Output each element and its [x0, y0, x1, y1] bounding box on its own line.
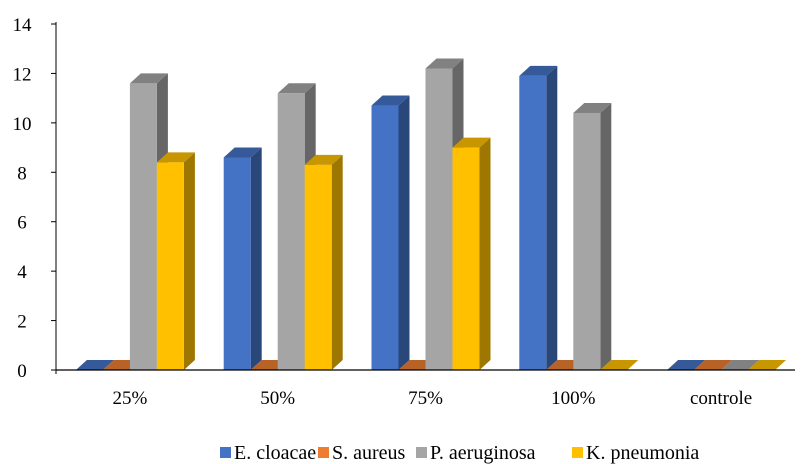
bar — [573, 102, 612, 370]
bar-front — [129, 83, 157, 371]
bar-top — [371, 95, 410, 106]
bar — [452, 137, 491, 370]
bar-front — [573, 112, 601, 370]
legend: E. cloacae S. aureus P. aeruginosa K. pneum… — [220, 442, 699, 464]
legend-item: P. aeruginosa — [416, 442, 536, 464]
legend-swatch — [572, 447, 583, 458]
legend-item: K. pneumonia — [572, 442, 699, 464]
bar-front — [304, 164, 332, 370]
bar-front — [223, 157, 251, 370]
bar-top — [452, 137, 491, 148]
bar-side — [183, 152, 195, 370]
x-tick-label: 50% — [260, 388, 295, 409]
bar — [371, 95, 410, 371]
bar-front — [425, 68, 453, 370]
bars — [75, 58, 787, 371]
bar — [600, 360, 639, 370]
bar-top — [694, 360, 733, 370]
legend-label: P. aeruginosa — [430, 442, 536, 464]
bar — [156, 152, 195, 370]
bar-top — [721, 360, 760, 370]
bar-front — [452, 147, 480, 370]
bar-top — [75, 360, 114, 370]
bar-top — [748, 360, 787, 370]
bar-front — [371, 105, 399, 371]
y-tick-label: 6 — [17, 213, 27, 234]
y-tick-label: 10 — [13, 114, 32, 135]
legend-label: E. cloacae — [234, 442, 316, 464]
bar-front — [156, 162, 184, 370]
x-axis: 25% 50% 75% 100% controle — [56, 369, 795, 409]
bar-top — [600, 360, 639, 370]
bar-top — [277, 83, 316, 94]
legend-swatch — [416, 447, 427, 458]
bar-top — [223, 147, 262, 158]
bar-top — [519, 65, 558, 76]
bar-side — [398, 95, 410, 371]
y-tick-label: 0 — [17, 361, 27, 382]
bar — [667, 360, 706, 370]
x-tick-label: 25% — [112, 388, 147, 409]
y-tick-label: 2 — [17, 312, 27, 333]
bar-side — [600, 102, 612, 370]
y-tick-label: 8 — [17, 163, 27, 184]
bar-side — [479, 137, 491, 370]
bar — [75, 360, 114, 370]
y-tick-label: 4 — [17, 262, 27, 283]
legend-item: S. aureus — [318, 442, 406, 464]
bar-top — [304, 154, 343, 165]
x-tick-label: 100% — [551, 388, 596, 409]
bar — [748, 360, 787, 370]
bar — [519, 65, 558, 371]
y-tick-label: 14 — [13, 15, 33, 36]
y-axis: 0 2 4 6 8 10 12 14 — [13, 15, 57, 382]
legend-label: K. pneumonia — [586, 442, 699, 464]
bar-top — [425, 58, 464, 69]
legend-label: S. aureus — [332, 442, 406, 464]
bar — [304, 154, 343, 370]
bar-top — [573, 102, 612, 113]
y-tick-label: 12 — [13, 64, 32, 85]
bar — [694, 360, 733, 370]
bar-front — [277, 93, 305, 370]
bar — [223, 147, 262, 370]
bar-front — [519, 75, 547, 371]
legend-item: E. cloacae — [220, 442, 316, 464]
legend-swatch — [220, 447, 231, 458]
bar-top — [156, 152, 195, 163]
bar-top — [129, 73, 168, 84]
legend-swatch — [318, 447, 329, 458]
x-tick-label: controle — [690, 388, 752, 409]
bar-side — [331, 154, 343, 370]
bar-side — [546, 65, 558, 371]
bar — [721, 360, 760, 370]
bar-side — [250, 147, 262, 370]
bar-top — [667, 360, 706, 370]
x-tick-label: 75% — [408, 388, 443, 409]
